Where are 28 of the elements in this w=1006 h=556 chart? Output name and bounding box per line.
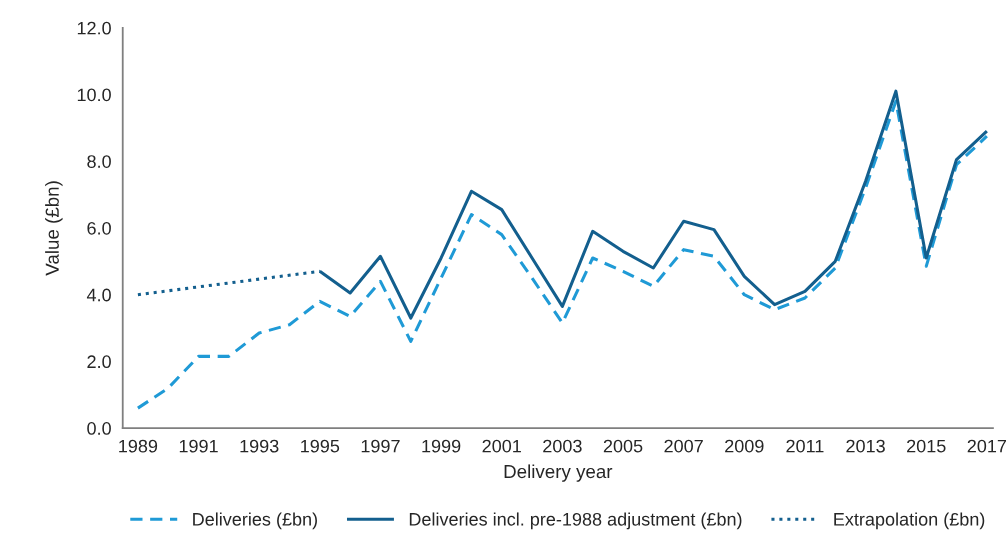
y-axis-title: Value (£bn) xyxy=(45,181,63,276)
x-tick-label: 1997 xyxy=(361,439,400,453)
x-tick-label: 1999 xyxy=(422,439,461,453)
x-tick-label: 2003 xyxy=(543,439,582,453)
y-tick-label: 12.0 xyxy=(77,21,111,35)
x-tick-label: 1989 xyxy=(119,439,158,453)
x-axis-title: Delivery year xyxy=(504,464,613,482)
x-tick-label: 2009 xyxy=(725,439,764,453)
y-tick-label: 10.0 xyxy=(77,88,111,102)
x-tick-label: 1993 xyxy=(240,439,279,453)
x-tick-label: 1995 xyxy=(301,439,340,453)
legend-label: Extrapolation (£bn) xyxy=(834,512,985,530)
x-tick-label: 2015 xyxy=(907,439,946,453)
y-tick-label: 4.0 xyxy=(86,288,111,302)
x-tick-label: 2007 xyxy=(664,439,703,453)
legend-label: Deliveries (£bn) xyxy=(193,512,317,530)
y-tick-label: 6.0 xyxy=(87,221,111,235)
y-tick-label: 2.0 xyxy=(87,355,111,369)
y-tick-label: 0.0 xyxy=(87,422,111,435)
x-tick-label: 2001 xyxy=(482,439,521,453)
x-tick-label: 2011 xyxy=(786,439,824,453)
x-tick-label: 1991 xyxy=(179,439,218,453)
x-tick-label: 2017 xyxy=(967,439,1006,453)
line-series xyxy=(136,99,989,410)
x-tick-label: 2013 xyxy=(846,439,885,453)
x-tick-label: 2005 xyxy=(603,439,643,453)
legend-label: Deliveries incl. pre-1988 adjustment (£bn) xyxy=(409,512,742,530)
y-tick-label: 8.0 xyxy=(87,155,111,168)
